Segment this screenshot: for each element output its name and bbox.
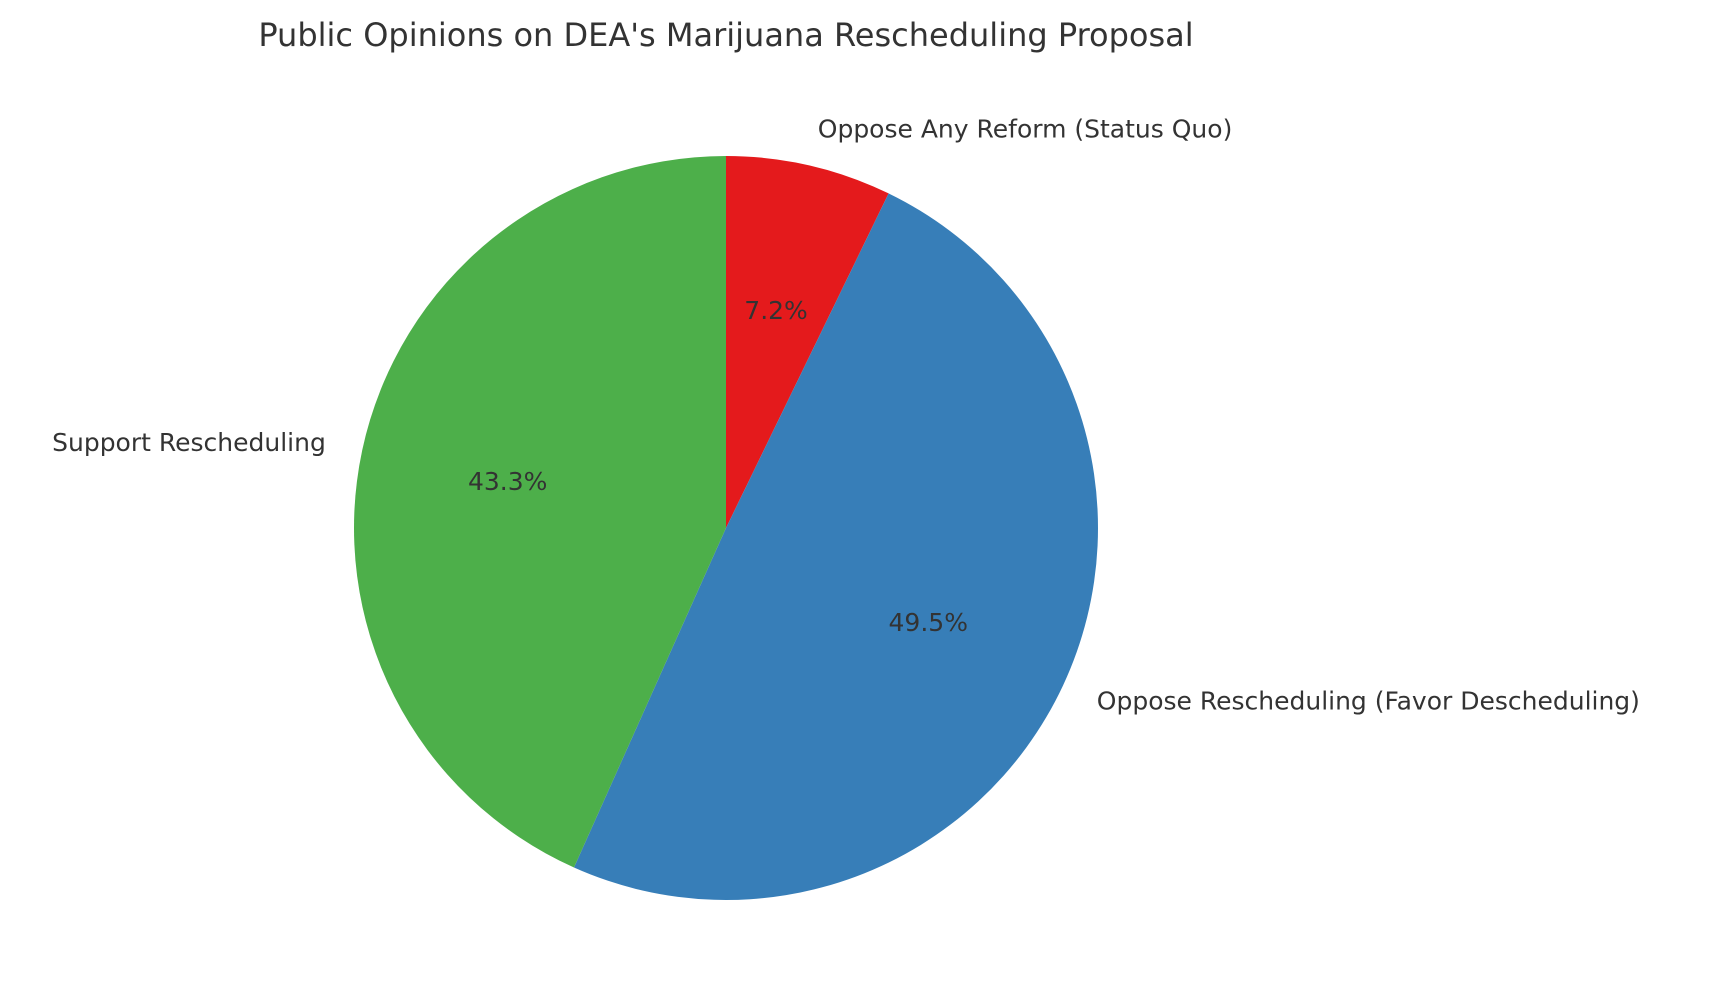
pie-category-label: Oppose Rescheduling (Favor Descheduling): [1097, 687, 1640, 716]
pie-labels: 7.2% Oppose Any Reform (Status Quo) 49.5% O…: [52, 115, 1640, 716]
pie-pct-label: 43.3%: [468, 467, 547, 496]
pie-slices: [354, 156, 1098, 900]
pie-pct-label: 49.5%: [889, 608, 968, 637]
pie-slice-support-rescheduling: [354, 156, 726, 868]
pie-category-label: Oppose Any Reform (Status Quo): [818, 115, 1233, 144]
pie-category-label: Support Rescheduling: [52, 428, 326, 457]
chart-title: Public Opinions on DEA's Marijuana Resch…: [258, 16, 1193, 54]
pie-slice-oppose-any-reform-status-quo: [726, 156, 889, 528]
pie-slice-oppose-rescheduling-favor-descheduling: [573, 193, 1098, 900]
pie-pct-label: 7.2%: [744, 296, 808, 325]
